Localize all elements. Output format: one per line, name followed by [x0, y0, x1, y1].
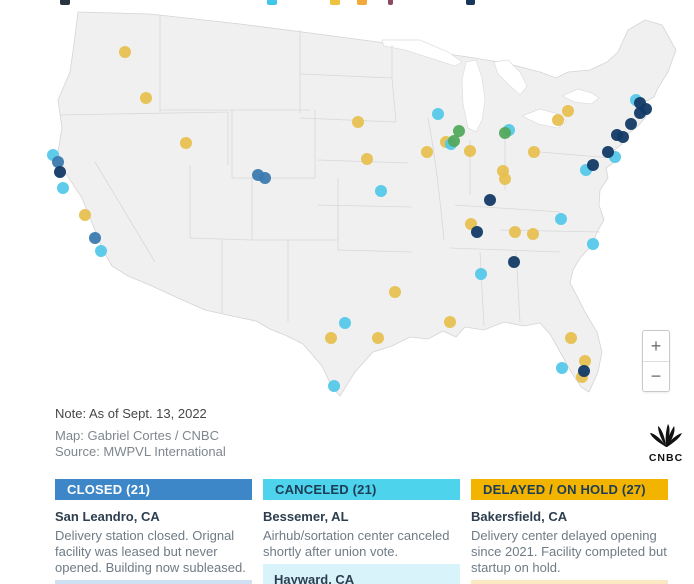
cnbc-logo-text: CNBC	[648, 452, 684, 464]
map-dot-closed_navy[interactable]	[634, 107, 646, 119]
legend-column-header: CLOSED (21)	[55, 479, 252, 500]
map-landmass	[57, 11, 677, 397]
legend-column: CANCELED (21) Bessemer, AL Airhub/sortat…	[263, 479, 460, 584]
cnbc-peacock-icon	[650, 424, 682, 447]
legend-chip	[60, 0, 70, 5]
map-dot-opened_green[interactable]	[448, 135, 460, 147]
legend-chip	[357, 0, 367, 5]
map-dot-canceled_cyan[interactable]	[57, 182, 69, 194]
map-dot-delayed_yellow[interactable]	[579, 355, 591, 367]
us-map[interactable]	[0, 0, 694, 404]
map-dot-delayed_yellow[interactable]	[361, 153, 373, 165]
map-dot-opened_green[interactable]	[453, 125, 465, 137]
map-dot-closed_blue[interactable]	[89, 232, 101, 244]
legend-column: DELAYED / ON HOLD (27) Bakersfield, CA D…	[471, 479, 668, 584]
entry-title: San Leandro, CA	[55, 509, 160, 524]
map-dot-canceled_cyan[interactable]	[587, 238, 599, 250]
map-dot-canceled_cyan[interactable]	[432, 108, 444, 120]
map-dot-delayed_yellow[interactable]	[325, 332, 337, 344]
legend-chip	[466, 0, 475, 5]
footer-notes: Note: As of Sept. 13, 2022 Map: Gabriel …	[55, 406, 226, 459]
map-dot-canceled_cyan[interactable]	[375, 185, 387, 197]
next-entry-card	[471, 580, 668, 584]
legend-chip	[388, 0, 393, 5]
map-dot-delayed_yellow[interactable]	[352, 116, 364, 128]
legend-chip	[267, 0, 277, 5]
legend-column-header: DELAYED / ON HOLD (27)	[471, 479, 668, 500]
map-dot-delayed_yellow[interactable]	[464, 145, 476, 157]
source-text: Source: MWPVL International	[55, 443, 226, 459]
map-dot-delayed_yellow[interactable]	[444, 316, 456, 328]
map-dot-delayed_yellow[interactable]	[372, 332, 384, 344]
entry-body: Airhub/sortation center canceled shortly…	[263, 528, 450, 559]
entry-body: Delivery center delayed opening since 20…	[471, 528, 667, 575]
map-dot-opened_green[interactable]	[499, 127, 511, 139]
map-dot-canceled_cyan[interactable]	[328, 380, 340, 392]
next-entry-card: Hayward, CA	[263, 564, 460, 584]
map-dot-delayed_yellow[interactable]	[528, 146, 540, 158]
map-dot-delayed_yellow[interactable]	[509, 226, 521, 238]
map-dot-delayed_yellow[interactable]	[79, 209, 91, 221]
legend-chip	[330, 0, 340, 5]
map-dot-closed_navy[interactable]	[54, 166, 66, 178]
map-dot-delayed_yellow[interactable]	[565, 332, 577, 344]
map-dot-closed_navy[interactable]	[587, 159, 599, 171]
note-text: Note: As of Sept. 13, 2022	[55, 406, 207, 421]
map-dot-delayed_yellow[interactable]	[119, 46, 131, 58]
map-dot-delayed_yellow[interactable]	[499, 173, 511, 185]
map-dot-closed_blue[interactable]	[52, 156, 64, 168]
entry-title: Bessemer, AL	[263, 509, 349, 524]
entry-title: Bakersfield, CA	[471, 509, 568, 524]
map-dot-delayed_yellow[interactable]	[140, 92, 152, 104]
map-dot-delayed_yellow[interactable]	[562, 105, 574, 117]
map-dot-canceled_cyan[interactable]	[475, 268, 487, 280]
entry-body: Delivery station closed. Orignal facilit…	[55, 528, 246, 575]
legend-column: CLOSED (21) San Leandro, CA Delivery sta…	[55, 479, 252, 584]
map-dot-canceled_cyan[interactable]	[555, 213, 567, 225]
map-zoom-controls: + −	[642, 330, 670, 392]
cnbc-logo: CNBC	[644, 420, 688, 464]
legend-columns: CLOSED (21) San Leandro, CA Delivery sta…	[55, 479, 668, 584]
map-dot-closed_navy[interactable]	[578, 365, 590, 377]
map-dot-delayed_yellow[interactable]	[421, 146, 433, 158]
map-dot-closed_navy[interactable]	[625, 118, 637, 130]
map-dot-closed_navy[interactable]	[617, 131, 629, 143]
zoom-out-button[interactable]: −	[643, 361, 669, 391]
map-dot-delayed_yellow[interactable]	[180, 137, 192, 149]
map-dot-canceled_cyan[interactable]	[556, 362, 568, 374]
map-dot-canceled_cyan[interactable]	[95, 245, 107, 257]
map-dot-canceled_cyan[interactable]	[339, 317, 351, 329]
zoom-in-button[interactable]: +	[643, 331, 669, 361]
map-dots	[47, 46, 652, 392]
map-dot-delayed_yellow[interactable]	[527, 228, 539, 240]
map-dot-closed_navy[interactable]	[471, 226, 483, 238]
map-dot-delayed_yellow[interactable]	[389, 286, 401, 298]
next-entry-card	[55, 580, 252, 584]
map-credit-text: Map: Gabriel Cortes / CNBC	[55, 428, 219, 443]
map-dot-delayed_yellow[interactable]	[552, 114, 564, 126]
map-dot-closed_navy[interactable]	[484, 194, 496, 206]
map-dot-closed_navy[interactable]	[602, 146, 614, 158]
map-dot-closed_navy[interactable]	[508, 256, 520, 268]
map-dot-closed_blue[interactable]	[259, 172, 271, 184]
legend-column-header: CANCELED (21)	[263, 479, 460, 500]
